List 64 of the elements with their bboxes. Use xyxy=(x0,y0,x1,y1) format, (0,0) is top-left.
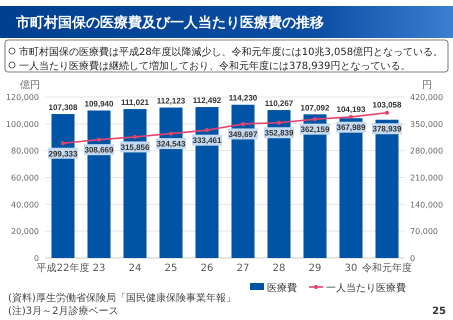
x-tick-label: 26 xyxy=(200,263,214,274)
point xyxy=(241,122,245,126)
text: 一人当たり医療費は継続して増加しており、令和元年度には378,939円となっている。 xyxy=(19,60,410,72)
y-tick-label: 100,000 xyxy=(6,120,39,129)
y2-tick-label: 0 xyxy=(410,254,416,263)
y-tick-label: 40,000 xyxy=(11,200,39,210)
data-label: 362,159 xyxy=(300,125,330,134)
data-label: 367,989 xyxy=(336,123,366,132)
chart-title: 市町村国保の医療費及び一人当たり医療費の推移 xyxy=(15,14,324,31)
y2-tick-label: 280,000 xyxy=(410,146,444,156)
data-label: 308,669 xyxy=(84,146,114,155)
data-label: 333,461 xyxy=(192,136,222,146)
y2-tick-label: 210,000 xyxy=(410,174,444,182)
y-tick-label: 20,000 xyxy=(11,227,39,236)
x-tick-label: 23 xyxy=(92,263,106,274)
data-label: 352,839 xyxy=(264,128,294,138)
text: 市町村国保の医療費は平成28年度以降減少し、令和元年度には10兆3,058億円となっている。 xyxy=(19,46,444,58)
data-label: 104,193 xyxy=(336,104,366,114)
point xyxy=(133,134,137,139)
point xyxy=(61,141,65,146)
text: (資料)厚生労働省保険局「国民健康保険事業年報」 xyxy=(8,292,236,304)
data-label: 112,492 xyxy=(192,96,222,106)
x-tick-label: 28 xyxy=(272,263,286,274)
data-label: 111,021 xyxy=(120,98,150,108)
data-label: 349,697 xyxy=(228,130,258,139)
data-label: 107,092 xyxy=(300,103,330,112)
legend-label: 一人当たり医療費 xyxy=(326,282,406,294)
point xyxy=(97,138,101,142)
y-tick-label: 120,000 xyxy=(6,93,39,102)
data-label: 315,856 xyxy=(120,142,150,152)
y-axis-title: 億円 xyxy=(20,79,40,91)
y-tick-label: 0 xyxy=(34,254,39,263)
data-label: 107,308 xyxy=(48,103,78,112)
data-label: 112,123 xyxy=(156,96,186,106)
point xyxy=(349,114,353,119)
y-tick-label: 60,000 xyxy=(11,174,39,182)
point xyxy=(277,120,281,125)
data-label: 324,543 xyxy=(156,140,186,149)
y2-tick-label: 420,000 xyxy=(410,93,444,102)
legend-label: 医療費 xyxy=(267,282,297,294)
text: (注)3月～2月診療ベース xyxy=(8,305,119,317)
x-tick-label: 24 xyxy=(128,263,142,274)
data-label: 378,939 xyxy=(372,124,402,134)
y2-axis-title: 円 xyxy=(422,80,432,91)
point xyxy=(385,110,389,115)
data-label: 103,058 xyxy=(372,100,402,110)
y2-tick-label: 350,000 xyxy=(410,120,444,129)
data-label: 109,940 xyxy=(84,99,114,108)
point xyxy=(169,132,173,136)
y2-tick-label: 140,000 xyxy=(410,200,444,210)
x-tick-label: 平成22年度 xyxy=(36,262,90,274)
x-tick-label: 30 xyxy=(344,263,358,274)
y-tick-label: 80,000 xyxy=(11,146,39,156)
text: 25 xyxy=(432,306,446,317)
point xyxy=(313,117,317,122)
point xyxy=(205,128,209,132)
data-label: 110,267 xyxy=(264,99,294,108)
data-label: 114,230 xyxy=(228,94,258,103)
data-label: 299,333 xyxy=(48,149,78,158)
x-tick-label: 27 xyxy=(236,263,250,274)
x-tick-label: 令和元年度 xyxy=(362,262,412,274)
x-tick-label: 29 xyxy=(308,263,322,274)
y2-tick-label: 70,000 xyxy=(410,227,438,236)
x-tick-label: 25 xyxy=(164,263,178,274)
